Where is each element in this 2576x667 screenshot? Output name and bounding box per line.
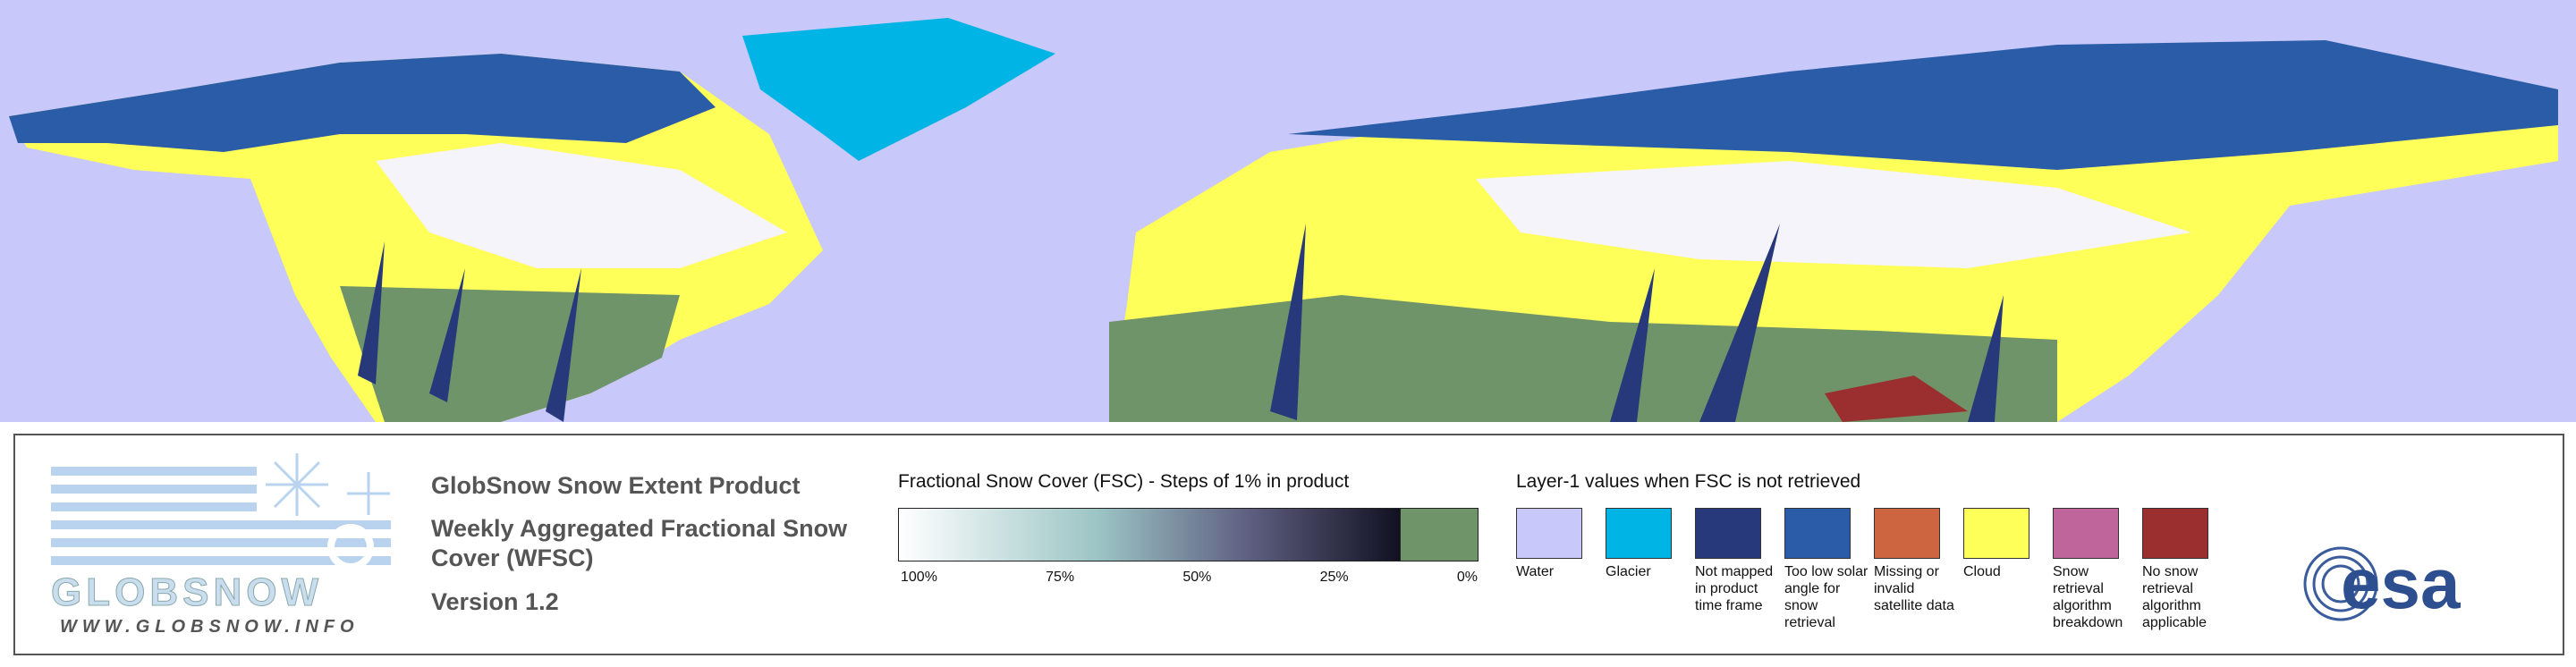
legend-label: Not mapped in product time frame [1695,564,1774,613]
legend-label: Snow retrieval algorithm breakdown [2053,564,2123,630]
esa-text: esa [2341,544,2461,623]
land-low-sun [1288,40,2558,170]
fsc-tick-label: 75% [1046,570,1075,585]
product-title: GlobSnow Snow Extent Product [431,472,801,499]
legend-swatch [1874,508,1940,559]
legend-swatch [2142,508,2208,559]
legend-swatch [1695,508,1761,559]
not-mapped [1270,224,2004,422]
legend-label: Water [1516,564,1555,579]
fsc-title: Fractional Snow Cover (FSC) - Steps of 1… [898,471,1350,492]
legend-swatch [1516,508,1582,559]
fsc-ticks: 100% 75% 50% 25% 0% [901,570,1478,586]
globsnow-logo: GLOBSNOW WWW.GLOBSNOW.INFO [51,450,394,637]
legend-swatch [1784,508,1851,559]
fsc-tick-label: 25% [1319,570,1349,585]
legend-swatch [2053,508,2119,559]
logo-text: GLOBSNOW [51,570,323,614]
legend-swatch [1963,508,2029,559]
fsc-tick-label: 0% [1456,570,1478,585]
glacier [742,18,1055,161]
legend-label: Missing or invalid satellite data [1874,564,1954,613]
land-no-snow [1109,295,2057,422]
layer1-title: Layer-1 values when FSC is not retrieved [1516,471,1861,492]
esa-logo: esa [2303,544,2461,623]
product-version: Version 1.2 [431,588,559,615]
fsc-tick-label: 100% [901,570,937,585]
land-low-sun [9,54,716,152]
legend-label: Too low solar angle for snow retrieval [1784,564,1868,630]
no-retrieval [1825,376,1968,422]
product-subtitle: Weekly Aggregated Fractional Snow Cover … [431,515,848,571]
land-snow [376,143,787,268]
land-snow [1476,161,2191,268]
logo-url: WWW.GLOBSNOW.INFO [60,617,360,637]
legend-panel: GLOBSNOW WWW.GLOBSNOW.INFO GlobSnow Snow… [13,434,2564,655]
map [0,0,2576,422]
legend-label: Glacier [1606,564,1651,579]
legend-label: No snow retrieval algorithm applicable [2142,564,2207,630]
legend-label: Cloud [1963,564,2001,579]
land-no-snow [340,286,680,422]
not-mapped [358,241,581,422]
fsc-tick-label: 50% [1182,570,1212,585]
fsc-zero-swatch [1400,508,1479,561]
legend-swatch [1606,508,1672,559]
fsc-gradient [898,508,1401,561]
